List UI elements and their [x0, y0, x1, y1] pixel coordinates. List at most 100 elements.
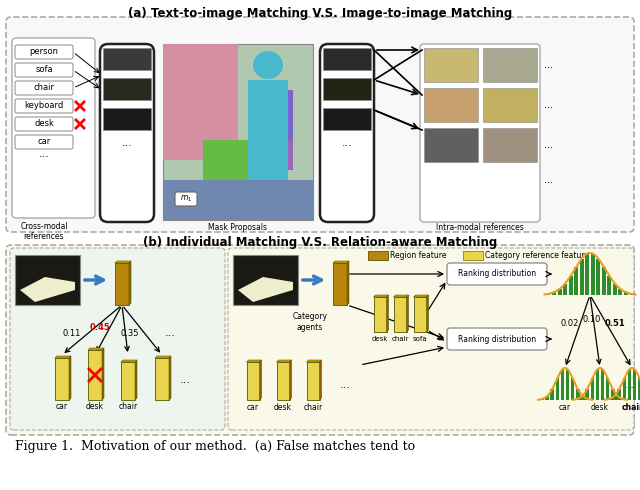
Polygon shape	[259, 360, 262, 400]
Text: desk: desk	[372, 336, 388, 342]
Bar	[103, 108, 151, 130]
Text: car: car	[37, 138, 51, 147]
Bar	[374, 297, 387, 332]
Bar	[585, 254, 589, 295]
Bar	[613, 284, 617, 295]
FancyBboxPatch shape	[15, 117, 73, 131]
Text: car: car	[559, 403, 571, 412]
Polygon shape	[20, 277, 75, 302]
Bar	[557, 289, 561, 295]
Bar	[540, 399, 544, 400]
Text: Mask Proposals: Mask Proposals	[209, 223, 268, 232]
Polygon shape	[121, 360, 137, 362]
Text: ...: ...	[38, 149, 49, 159]
Bar	[586, 389, 589, 400]
Polygon shape	[155, 356, 171, 358]
Text: ...: ...	[544, 60, 553, 70]
Bar	[574, 267, 578, 295]
Bar	[596, 259, 600, 295]
FancyBboxPatch shape	[420, 44, 540, 222]
Text: desk: desk	[86, 402, 104, 411]
FancyBboxPatch shape	[100, 44, 154, 222]
Bar	[424, 88, 478, 122]
Text: ...: ...	[624, 380, 635, 390]
Bar	[621, 399, 625, 400]
Bar	[545, 396, 549, 400]
FancyBboxPatch shape	[6, 17, 634, 232]
Bar	[618, 389, 621, 400]
Bar	[602, 267, 606, 295]
Bar	[616, 396, 620, 400]
Bar	[246, 362, 259, 400]
Bar	[607, 399, 611, 400]
FancyBboxPatch shape	[15, 45, 73, 59]
Polygon shape	[102, 348, 104, 400]
FancyBboxPatch shape	[447, 328, 547, 350]
Text: Cross-modal
references: Cross-modal references	[20, 222, 68, 242]
Bar	[547, 294, 550, 295]
Text: Ranking distribution: Ranking distribution	[458, 270, 536, 278]
Bar	[575, 399, 579, 400]
Bar	[596, 369, 599, 400]
Text: (b) Individual Matching V.S. Relation-aware Matching: (b) Individual Matching V.S. Relation-aw…	[143, 236, 497, 249]
Text: 0.51: 0.51	[605, 319, 625, 328]
Bar	[624, 292, 628, 295]
Polygon shape	[129, 261, 131, 305]
Bar	[556, 378, 559, 400]
Bar	[323, 48, 371, 70]
Bar	[163, 180, 313, 220]
Text: Category
agents: Category agents	[292, 312, 328, 332]
Polygon shape	[426, 295, 429, 332]
Text: 0.11: 0.11	[63, 328, 81, 338]
Bar	[273, 140, 293, 170]
Text: ...: ...	[544, 175, 553, 185]
Bar	[333, 263, 347, 305]
Polygon shape	[347, 261, 349, 305]
Text: chair: chair	[621, 403, 640, 412]
Text: 0.35: 0.35	[121, 328, 140, 338]
Bar	[276, 362, 289, 400]
Polygon shape	[394, 295, 408, 297]
Bar	[580, 259, 584, 295]
Polygon shape	[246, 360, 262, 362]
Polygon shape	[69, 356, 71, 400]
Bar	[569, 276, 573, 295]
Polygon shape	[289, 360, 291, 400]
Text: ...: ...	[180, 375, 191, 385]
FancyBboxPatch shape	[12, 38, 95, 218]
FancyBboxPatch shape	[6, 245, 634, 435]
Text: Category reference feature: Category reference feature	[485, 251, 589, 260]
Text: ...: ...	[544, 100, 553, 110]
Bar	[563, 284, 567, 295]
Polygon shape	[307, 360, 321, 362]
Bar	[323, 78, 371, 100]
Bar	[550, 389, 554, 400]
Polygon shape	[374, 295, 388, 297]
Bar	[586, 399, 590, 400]
Bar	[591, 378, 594, 400]
Text: person: person	[29, 48, 58, 56]
Polygon shape	[135, 360, 137, 400]
Polygon shape	[55, 356, 71, 358]
FancyBboxPatch shape	[15, 99, 73, 113]
Text: sofa: sofa	[35, 66, 53, 74]
Bar	[630, 294, 634, 295]
Bar	[15, 255, 80, 305]
Polygon shape	[333, 261, 349, 263]
Bar	[88, 350, 102, 400]
Bar	[121, 362, 135, 400]
Ellipse shape	[253, 51, 283, 79]
Bar	[618, 289, 623, 295]
Bar	[163, 44, 313, 220]
Bar	[55, 358, 69, 400]
Bar	[638, 378, 640, 400]
Bar	[483, 128, 537, 162]
Text: ...: ...	[122, 138, 132, 148]
Bar	[612, 396, 616, 400]
FancyBboxPatch shape	[15, 81, 73, 95]
Text: (a) Text-to-image Matching V.S. Image-to-image Matching: (a) Text-to-image Matching V.S. Image-to…	[128, 7, 512, 20]
FancyBboxPatch shape	[175, 192, 197, 206]
Bar	[483, 88, 537, 122]
Bar	[483, 48, 537, 82]
Bar	[307, 362, 319, 400]
